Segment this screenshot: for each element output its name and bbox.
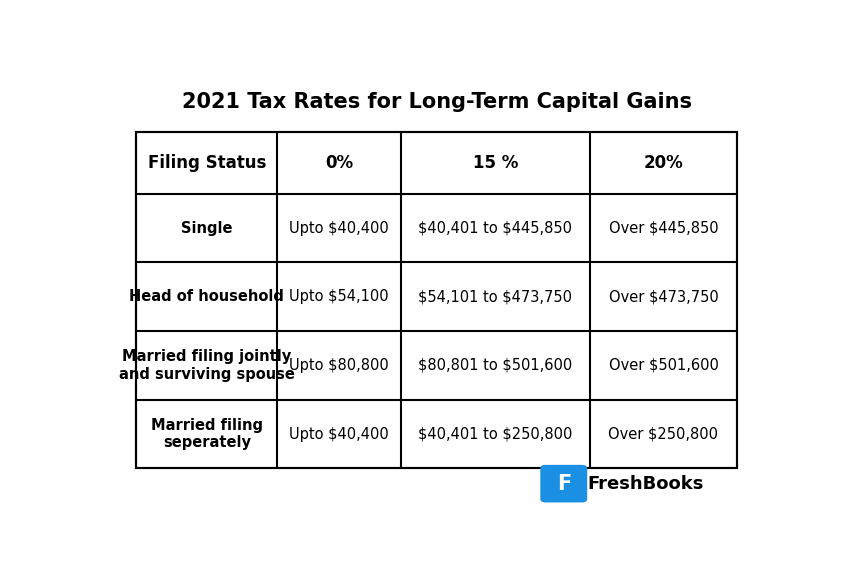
Text: FreshBooks: FreshBooks [587,475,704,492]
Text: 0%: 0% [325,154,353,172]
Text: \$40,401 to \$250,800: \$40,401 to \$250,800 [418,427,573,441]
Text: \$80,801 to \$501,600: \$80,801 to \$501,600 [418,358,573,373]
Text: Upto \$80,800: Upto \$80,800 [289,358,389,373]
Text: Upto \$40,400: Upto \$40,400 [289,221,389,236]
Text: Over \$501,600: Over \$501,600 [608,358,718,373]
Text: Over \$250,800: Over \$250,800 [608,427,718,441]
Text: Head of household: Head of household [130,289,285,304]
Text: 20%: 20% [643,154,683,172]
Text: 15 %: 15 % [473,154,518,172]
Text: 2021 Tax Rates for Long-Term Capital Gains: 2021 Tax Rates for Long-Term Capital Gai… [181,92,692,112]
Text: Over \$473,750: Over \$473,750 [608,289,718,304]
Text: F: F [556,474,571,494]
Text: Single: Single [181,221,233,236]
Text: Married filing
seperately: Married filing seperately [151,418,262,450]
Bar [136,132,737,469]
Text: \$54,101 to \$473,750: \$54,101 to \$473,750 [418,289,573,304]
Text: Filing Status: Filing Status [147,154,266,172]
Text: Upto \$54,100: Upto \$54,100 [289,289,389,304]
Text: Upto \$40,400: Upto \$40,400 [289,427,389,441]
Text: \$40,401 to \$445,850: \$40,401 to \$445,850 [418,221,573,236]
Text: Over \$445,850: Over \$445,850 [608,221,718,236]
Text: Married filing jointly
and surviving spouse: Married filing jointly and surviving spo… [119,349,295,382]
FancyBboxPatch shape [540,465,587,503]
